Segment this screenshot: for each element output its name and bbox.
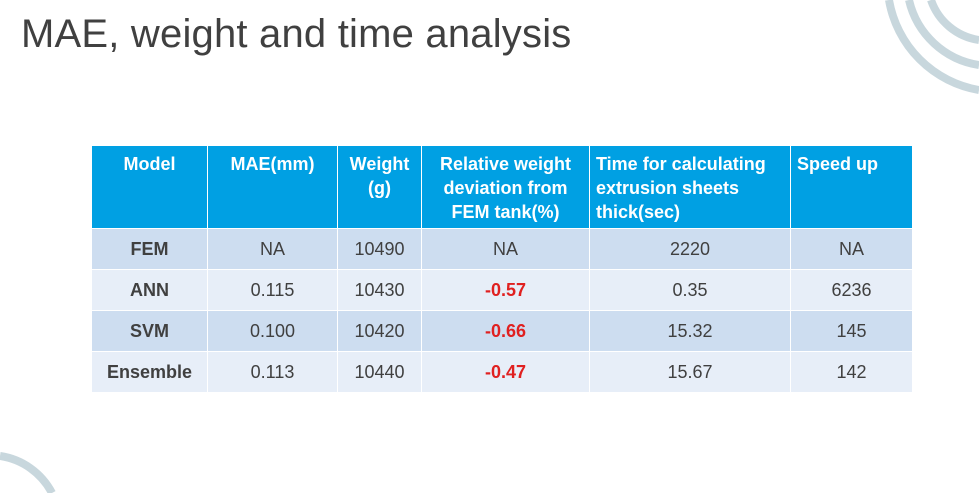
table-row: ANN 0.115 10430 -0.57 0.35 6236 [91, 269, 913, 311]
decorative-arcs-top-right [885, 0, 979, 94]
cell-deviation: -0.47 [421, 351, 590, 393]
header-speed-up: Speed up [790, 145, 913, 229]
header-mae: MAE(mm) [207, 145, 338, 229]
cell-deviation: -0.66 [421, 310, 590, 352]
cell-time: 15.67 [589, 351, 791, 393]
cell-model: SVM [91, 310, 208, 352]
cell-weight: 10440 [337, 351, 422, 393]
cell-speedup: 145 [790, 310, 913, 352]
cell-time: 0.35 [589, 269, 791, 311]
cell-model: ANN [91, 269, 208, 311]
cell-mae: NA [207, 228, 338, 270]
header-model: Model [91, 145, 208, 229]
cell-mae: 0.115 [207, 269, 338, 311]
header-calculation-time: Time for calculating extrusion sheets th… [589, 145, 791, 229]
cell-model: FEM [91, 228, 208, 270]
table-row: FEM NA 10490 NA 2220 NA [91, 228, 913, 270]
cell-model: Ensemble [91, 351, 208, 393]
cell-speedup: 6236 [790, 269, 913, 311]
cell-deviation: NA [421, 228, 590, 270]
cell-time: 2220 [589, 228, 791, 270]
cell-weight: 10490 [337, 228, 422, 270]
cell-weight: 10430 [337, 269, 422, 311]
table-row: SVM 0.100 10420 -0.66 15.32 145 [91, 310, 913, 352]
header-relative-weight-deviation: Relative weight deviation from FEM tank(… [421, 145, 590, 229]
cell-speedup: NA [790, 228, 913, 270]
page-title: MAE, weight and time analysis [21, 12, 572, 56]
cell-weight: 10420 [337, 310, 422, 352]
results-table: Model MAE(mm) Weight (g) Relative weight… [91, 145, 913, 393]
cell-mae: 0.100 [207, 310, 338, 352]
cell-time: 15.32 [589, 310, 791, 352]
cell-deviation: -0.57 [421, 269, 590, 311]
table-row: Ensemble 0.113 10440 -0.47 15.67 142 [91, 351, 913, 393]
decorative-arc-bottom-left [0, 452, 56, 493]
cell-speedup: 142 [790, 351, 913, 393]
table-header-row: Model MAE(mm) Weight (g) Relative weight… [91, 145, 913, 229]
header-weight: Weight (g) [337, 145, 422, 229]
cell-mae: 0.113 [207, 351, 338, 393]
